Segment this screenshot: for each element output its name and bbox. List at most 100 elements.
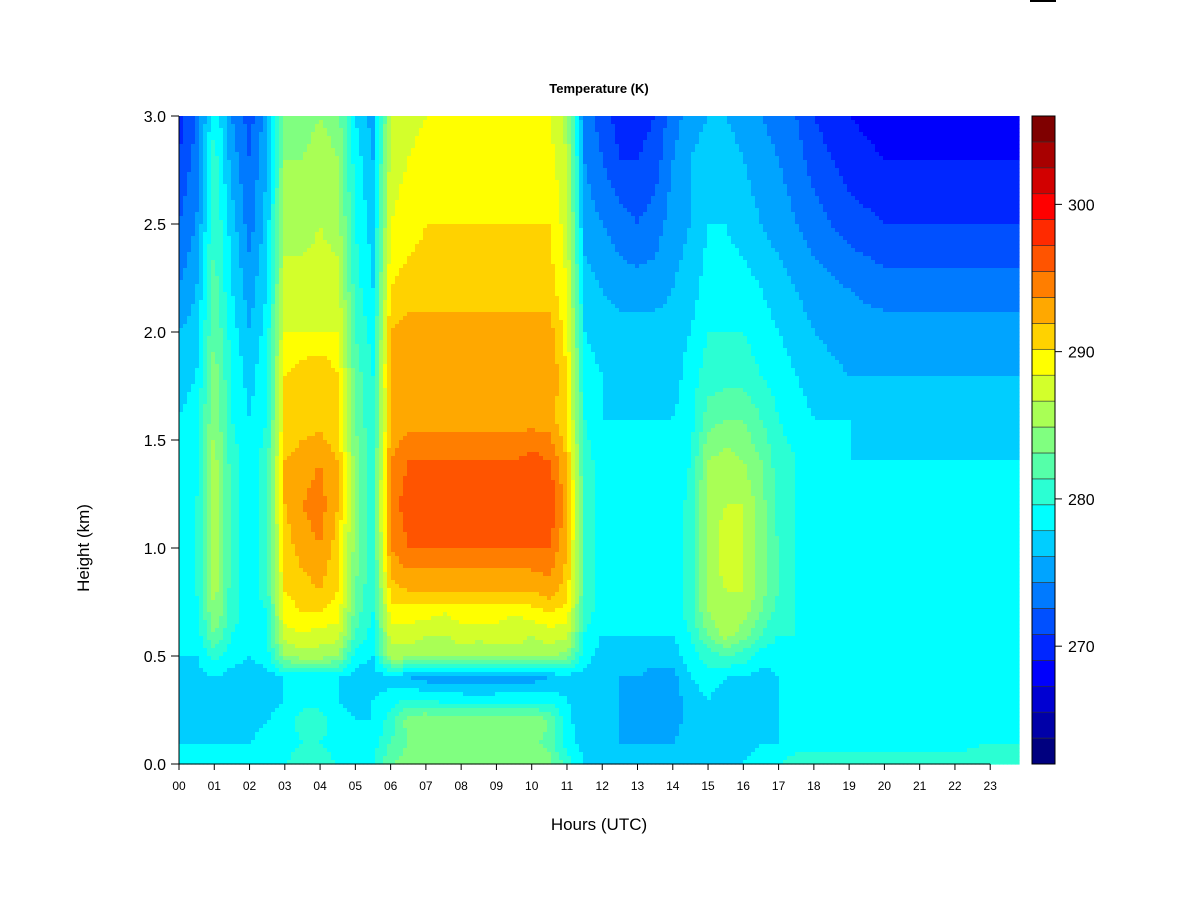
heatmap-cell — [683, 180, 688, 185]
heatmap-cell — [455, 188, 460, 193]
heatmap-cell — [283, 184, 288, 189]
heatmap-cell — [871, 176, 876, 181]
heatmap-cell — [607, 120, 612, 125]
heatmap-cell — [791, 136, 796, 141]
heatmap-cell — [311, 200, 316, 205]
heatmap-cell — [203, 176, 208, 181]
heatmap-cell — [963, 156, 968, 161]
heatmap-cell — [183, 152, 188, 157]
heatmap-cell — [267, 204, 272, 209]
heatmap-cell — [891, 152, 896, 157]
heatmap-cell — [315, 136, 320, 141]
heatmap-cell — [811, 136, 816, 141]
heatmap-cell — [439, 196, 444, 201]
heatmap-cell — [551, 196, 556, 201]
heatmap-cell — [251, 204, 256, 209]
heatmap-cell — [575, 184, 580, 189]
heatmap-cell — [223, 200, 228, 205]
heatmap-cell — [511, 136, 516, 141]
heatmap-cell — [871, 168, 876, 173]
heatmap-cell — [263, 204, 268, 209]
heatmap-cell — [663, 128, 668, 133]
heatmap-cell — [995, 120, 1000, 125]
heatmap-cell — [827, 168, 832, 173]
heatmap-cell — [451, 168, 456, 173]
heatmap-cell — [595, 200, 600, 205]
heatmap-cell — [351, 148, 356, 153]
heatmap-cell — [315, 176, 320, 181]
heatmap-cell — [603, 124, 608, 129]
heatmap-cell — [743, 196, 748, 201]
heatmap-cell — [339, 172, 344, 177]
heatmap-cell — [451, 184, 456, 189]
heatmap-cell — [603, 160, 608, 165]
heatmap-cell — [779, 208, 784, 213]
heatmap-cell — [887, 176, 892, 181]
heatmap-cell — [479, 144, 484, 149]
heatmap-cell — [839, 116, 844, 121]
heatmap-cell — [219, 184, 224, 189]
heatmap-cell — [927, 196, 932, 201]
heatmap-cell — [183, 188, 188, 193]
heatmap-cell — [527, 180, 532, 185]
heatmap-cell — [471, 164, 476, 169]
heatmap-cell — [683, 164, 688, 169]
heatmap-cell — [723, 204, 728, 209]
heatmap-cell — [715, 184, 720, 189]
heatmap-cell — [519, 120, 524, 125]
heatmap-cell — [375, 200, 380, 205]
heatmap-cell — [647, 192, 652, 197]
heatmap-cell — [611, 160, 616, 165]
heatmap-cell — [479, 172, 484, 177]
heatmap-cell — [567, 164, 572, 169]
heatmap-cell — [503, 148, 508, 153]
heatmap-cell — [527, 144, 532, 149]
heatmap-cell — [695, 172, 700, 177]
heatmap-cell — [835, 184, 840, 189]
heatmap-cell — [583, 192, 588, 197]
heatmap-cell — [995, 188, 1000, 193]
heatmap-cell — [375, 128, 380, 133]
heatmap-cell — [1003, 128, 1008, 133]
heatmap-cell — [303, 176, 308, 181]
heatmap-cell — [767, 156, 772, 161]
heatmap-cell — [543, 116, 548, 121]
heatmap-cell — [943, 140, 948, 145]
heatmap-cell — [531, 160, 536, 165]
heatmap-cell — [863, 116, 868, 121]
heatmap-cell — [615, 188, 620, 193]
heatmap-cell — [435, 180, 440, 185]
heatmap-cell — [811, 128, 816, 133]
heatmap-cell — [675, 152, 680, 157]
heatmap-cell — [523, 128, 528, 133]
heatmap-cell — [847, 144, 852, 149]
heatmap-cell — [423, 124, 428, 129]
heatmap-cell — [563, 188, 568, 193]
heatmap-cell — [739, 128, 744, 133]
heatmap-cell — [855, 124, 860, 129]
heatmap-cell — [911, 124, 916, 129]
heatmap-cell — [939, 120, 944, 125]
heatmap-cell — [587, 152, 592, 157]
heatmap-cell — [307, 196, 312, 201]
heatmap-cell — [1015, 148, 1020, 153]
heatmap-cell — [427, 148, 432, 153]
heatmap-cell — [795, 160, 800, 165]
heatmap-cell — [755, 152, 760, 157]
heatmap-cell — [623, 148, 628, 153]
heatmap-cell — [675, 172, 680, 177]
heatmap-cell — [999, 196, 1004, 201]
heatmap-cell — [727, 132, 732, 137]
heatmap-cell — [411, 180, 416, 185]
heatmap-cell — [871, 204, 876, 209]
heatmap-cell — [975, 152, 980, 157]
heatmap-cell — [367, 172, 372, 177]
heatmap-cell — [355, 204, 360, 209]
heatmap-cell — [751, 204, 756, 209]
heatmap-cell — [931, 148, 936, 153]
heatmap-cell — [307, 208, 312, 213]
heatmap-cell — [779, 128, 784, 133]
heatmap-cell — [303, 144, 308, 149]
heatmap-cell — [851, 116, 856, 121]
heatmap-cell — [411, 140, 416, 145]
